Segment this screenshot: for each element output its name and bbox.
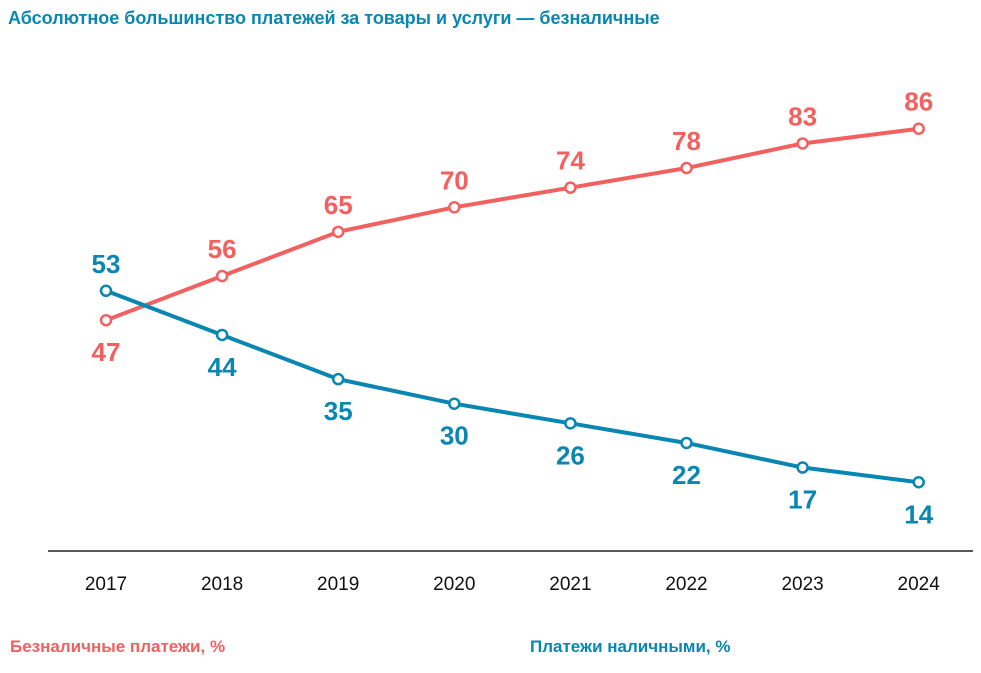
data-point (99, 313, 113, 327)
x-tick-label: 2018 (201, 574, 243, 595)
data-point (331, 372, 345, 386)
data-label: 30 (440, 421, 469, 451)
data-point (448, 201, 461, 214)
data-point (796, 461, 809, 474)
data-label: 26 (556, 440, 585, 470)
data-label: 78 (672, 126, 701, 156)
data-label: 56 (208, 234, 237, 264)
data-point (796, 137, 809, 150)
data-point (331, 225, 345, 239)
data-point (680, 436, 693, 450)
data-point (99, 284, 113, 298)
x-tick-label: 2019 (317, 574, 359, 595)
x-tick-label: 2022 (665, 574, 707, 595)
series-line (105, 288, 919, 485)
legend-cashless-payments: Безналичные платежи, % (10, 637, 226, 656)
data-label: 14 (904, 499, 933, 529)
data-point (912, 476, 925, 489)
data-label: 65 (324, 190, 353, 220)
data-label: 47 (92, 337, 121, 367)
x-tick-label: 2024 (898, 574, 941, 595)
data-point (448, 397, 461, 410)
data-label: 44 (208, 352, 237, 382)
data-label: 53 (92, 249, 121, 279)
series-1: 53 44 35 30 26 22 17 14 (92, 249, 934, 529)
x-tick-label: 2020 (433, 574, 475, 595)
data-label: 86 (904, 87, 933, 117)
data-label: 74 (556, 146, 585, 176)
data-point (215, 269, 229, 283)
data-label: 22 (672, 460, 701, 490)
x-tick-label: 2023 (781, 574, 823, 595)
data-label: 83 (788, 101, 817, 131)
legend-cash-payments: Платежи наличными, % (530, 637, 731, 656)
data-point (564, 181, 577, 194)
data-point (215, 328, 229, 342)
series-layer: 47 56 65 70 74 78 83 86 53 44 35 30 26 22 17 14 (92, 87, 934, 530)
chart-title: Абсолютное большинство платежей за товар… (8, 8, 660, 28)
x-tick-label: 2021 (549, 574, 591, 595)
data-label: 70 (440, 165, 469, 195)
data-label: 35 (324, 396, 353, 426)
x-tick-label: 2017 (85, 574, 127, 595)
data-point (564, 417, 577, 430)
data-label: 17 (788, 485, 817, 515)
series-line (105, 126, 919, 323)
data-point (680, 161, 693, 175)
series-0: 47 56 65 70 74 78 83 86 (92, 87, 934, 367)
data-point (912, 122, 925, 135)
x-axis-tick-labels: 2017 2018 2019 2020 2021 2022 2023 2024 (85, 574, 940, 595)
